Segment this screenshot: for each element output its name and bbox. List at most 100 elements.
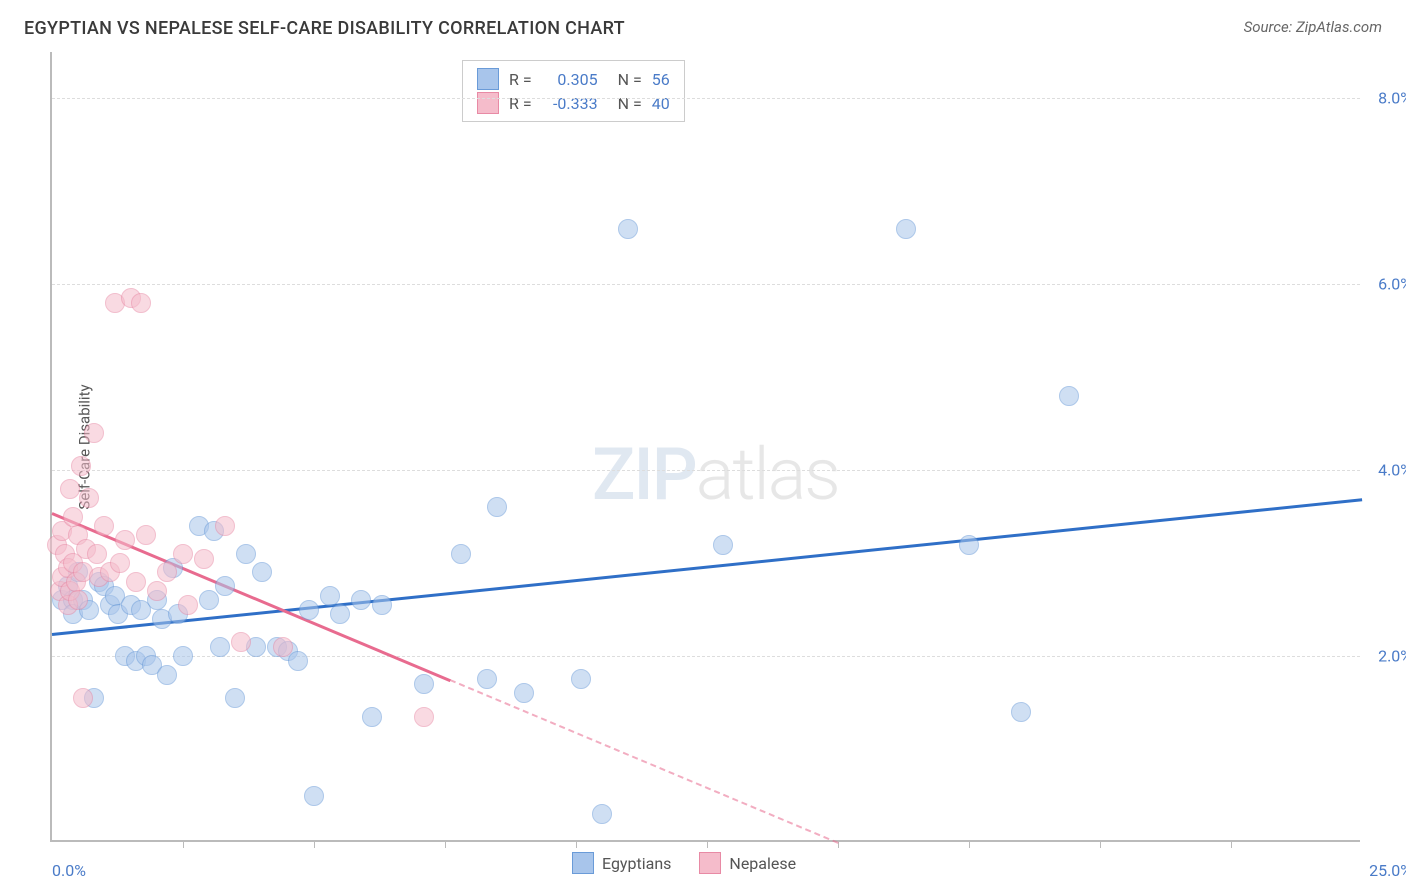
data-point-nepalese — [60, 479, 80, 499]
legend-item: Nepalese — [699, 852, 796, 874]
y-tick-label: 6.0% — [1378, 275, 1406, 294]
trend-line-egyptians — [52, 498, 1362, 636]
data-point-egyptians — [1059, 386, 1079, 406]
gridline — [52, 470, 1360, 471]
data-point-egyptians — [157, 665, 177, 685]
data-point-egyptians — [514, 683, 534, 703]
data-point-nepalese — [115, 530, 135, 550]
legend-swatch — [572, 852, 594, 874]
legend-label: Egyptians — [602, 854, 671, 873]
data-point-egyptians — [299, 600, 319, 620]
data-point-egyptians — [330, 604, 350, 624]
data-point-nepalese — [273, 637, 293, 657]
data-point-nepalese — [178, 595, 198, 615]
data-point-egyptians — [959, 535, 979, 555]
stats-n-value: 56 — [652, 70, 670, 89]
data-point-nepalese — [194, 549, 214, 569]
data-point-egyptians — [713, 535, 733, 555]
data-point-nepalese — [73, 688, 93, 708]
data-point-nepalese — [136, 525, 156, 545]
x-tick — [1231, 840, 1232, 848]
gridline — [52, 98, 1360, 99]
legend-swatch — [477, 68, 499, 90]
legend-swatch — [477, 92, 499, 114]
gridline — [52, 656, 1360, 657]
y-tick-label: 2.0% — [1378, 647, 1406, 666]
x-tick — [314, 840, 315, 848]
stats-row: R = -0.333 N = 40 — [477, 91, 670, 115]
data-point-nepalese — [71, 456, 91, 476]
chart-title: EGYPTIAN VS NEPALESE SELF-CARE DISABILIT… — [24, 18, 625, 39]
data-point-egyptians — [288, 651, 308, 671]
stats-legend-box: R = 0.305 N = 56 R = -0.333 N = 40 — [462, 60, 685, 122]
data-point-egyptians — [477, 669, 497, 689]
stats-row: R = 0.305 N = 56 — [477, 67, 670, 91]
data-point-egyptians — [225, 688, 245, 708]
data-point-nepalese — [231, 632, 251, 652]
data-point-nepalese — [131, 293, 151, 313]
stats-n-value: 40 — [652, 94, 670, 113]
data-point-egyptians — [252, 562, 272, 582]
stats-n-label: N = — [618, 70, 642, 89]
data-point-egyptians — [487, 497, 507, 517]
x-tick — [576, 840, 577, 848]
x-tick — [445, 840, 446, 848]
data-point-nepalese — [79, 488, 99, 508]
data-point-nepalese — [94, 516, 114, 536]
data-point-egyptians — [351, 590, 371, 610]
data-point-egyptians — [414, 674, 434, 694]
watermark-zip: ZIP — [592, 432, 696, 517]
bottom-legend: Egyptians Nepalese — [572, 852, 796, 874]
data-point-nepalese — [68, 590, 88, 610]
data-point-nepalese — [173, 544, 193, 564]
data-point-egyptians — [304, 786, 324, 806]
data-point-egyptians — [372, 595, 392, 615]
data-point-egyptians — [173, 646, 193, 666]
data-point-nepalese — [110, 553, 130, 573]
data-point-egyptians — [199, 590, 219, 610]
y-tick-label: 8.0% — [1378, 89, 1406, 108]
x-tick — [969, 840, 970, 848]
watermark: ZIPatlas — [592, 432, 839, 517]
x-tick — [1100, 840, 1101, 848]
x-tick — [707, 840, 708, 848]
stats-r-value: -0.333 — [542, 94, 598, 113]
legend-swatch — [699, 852, 721, 874]
data-point-egyptians — [592, 804, 612, 824]
data-point-egyptians — [362, 707, 382, 727]
stats-r-value: 0.305 — [542, 70, 598, 89]
data-point-egyptians — [896, 219, 916, 239]
legend-item: Egyptians — [572, 852, 671, 874]
gridline — [52, 284, 1360, 285]
stats-r-label: R = — [509, 94, 532, 113]
x-axis-min-label: 0.0% — [52, 861, 86, 880]
data-point-egyptians — [618, 219, 638, 239]
data-point-nepalese — [87, 544, 107, 564]
data-point-egyptians — [236, 544, 256, 564]
data-point-nepalese — [63, 507, 83, 527]
data-point-nepalese — [147, 581, 167, 601]
data-point-egyptians — [320, 586, 340, 606]
x-tick — [183, 840, 184, 848]
x-axis-max-label: 25.0% — [1369, 861, 1406, 880]
plot-area: ZIPatlas R =0.305N =56R =-0.333N =40 Egy… — [50, 52, 1360, 842]
data-point-nepalese — [157, 562, 177, 582]
legend-label: Nepalese — [729, 854, 796, 873]
data-point-nepalese — [414, 707, 434, 727]
chart-source: Source: ZipAtlas.com — [1244, 18, 1382, 36]
data-point-nepalese — [215, 516, 235, 536]
trend-line-nepalese — [450, 679, 839, 844]
watermark-atlas: atlas — [696, 432, 839, 517]
data-point-nepalese — [84, 423, 104, 443]
chart-container: Self-Care Disability ZIPatlas R =0.305N … — [50, 52, 1388, 842]
data-point-egyptians — [571, 669, 591, 689]
data-point-egyptians — [215, 576, 235, 596]
stats-r-label: R = — [509, 70, 532, 89]
chart-header: EGYPTIAN VS NEPALESE SELF-CARE DISABILIT… — [0, 0, 1406, 39]
y-tick-label: 4.0% — [1378, 461, 1406, 480]
data-point-nepalese — [126, 572, 146, 592]
data-point-egyptians — [1011, 702, 1031, 722]
stats-n-label: N = — [618, 94, 642, 113]
data-point-egyptians — [451, 544, 471, 564]
data-point-egyptians — [210, 637, 230, 657]
